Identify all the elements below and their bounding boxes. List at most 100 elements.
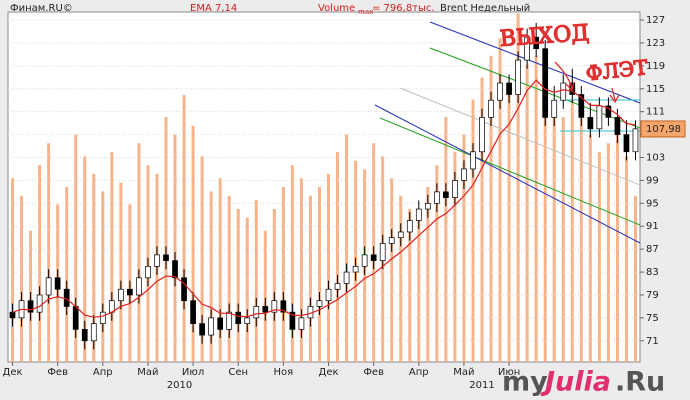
candle-body [36, 294, 43, 313]
volume-bar [281, 187, 285, 362]
y-tick-label: 83 [646, 267, 659, 278]
volume-bar [173, 134, 177, 362]
x-tick-label: Апр [93, 367, 113, 378]
candle-body [127, 288, 133, 296]
volume-bar [588, 134, 592, 362]
watermark: my Julia .Ru [502, 367, 665, 398]
candle-body [515, 59, 521, 95]
candle-body [632, 128, 639, 153]
volume-bar [480, 77, 484, 362]
year-label: 2011 [469, 380, 494, 391]
volume-bar [408, 208, 412, 362]
candle-body [262, 306, 269, 313]
candle-body [343, 271, 350, 284]
volume-bar [200, 156, 204, 362]
volume-bar [597, 152, 601, 362]
candle-body [244, 317, 251, 324]
candle-body [54, 277, 61, 290]
x-tick-label: Май [137, 367, 158, 378]
candle-body [406, 220, 413, 233]
volume-bar [444, 117, 448, 362]
y-tick-label: 115 [646, 84, 665, 95]
annotations: ВЫХОД ФЛЭТ [498, 20, 650, 104]
chart-title: Brent Недельный [440, 3, 530, 14]
candle-body [551, 99, 558, 118]
volume-bar [47, 143, 51, 362]
arrow-flat [609, 87, 620, 104]
candle-body [506, 82, 512, 95]
volume-bar [101, 191, 105, 362]
candle-body [181, 277, 187, 302]
y-tick-label: 119 [646, 61, 665, 72]
volume-bar [327, 173, 331, 362]
candle-body [614, 117, 621, 135]
candle-body [352, 265, 359, 273]
volume-bar [92, 173, 96, 362]
volume-bar [164, 117, 168, 362]
channel-bottom [374, 104, 641, 244]
volume-bar [462, 134, 466, 362]
candle-body [379, 243, 386, 261]
candle-body [72, 306, 79, 330]
volume-bar [525, 64, 529, 362]
volume-bar [218, 178, 222, 362]
candle-body [217, 317, 224, 330]
volume-bar [110, 152, 114, 362]
volume-bar [209, 191, 213, 362]
volume-bar [290, 165, 294, 362]
candle-body [596, 105, 603, 130]
watermark-my: my [502, 367, 548, 398]
x-tick-label: Май [453, 367, 474, 378]
candle-body [27, 300, 34, 313]
candle-body [45, 277, 52, 296]
channel-lines [374, 21, 641, 244]
volume-bar [20, 195, 24, 362]
x-tick-label: Апр [409, 367, 429, 378]
volume-bar [65, 187, 69, 362]
y-tick-label: 71 [646, 336, 659, 347]
grid-layer [8, 19, 640, 342]
volume-bar [624, 156, 628, 362]
candle-body [470, 151, 476, 170]
y-tick-label: 95 [646, 198, 659, 209]
candle-body [415, 208, 422, 221]
candle-body [154, 254, 160, 267]
candle-body [434, 191, 440, 204]
candle-body [90, 323, 97, 342]
volume-bar [606, 143, 610, 362]
x-tick-label: Сен [228, 367, 248, 378]
volume-bar [83, 156, 87, 362]
volume-bar [245, 217, 249, 362]
y-tick-label: 111 [646, 107, 665, 118]
candle-body [497, 82, 503, 101]
volume-bar [345, 134, 349, 362]
candle-body [325, 288, 332, 302]
volume-bar [272, 208, 276, 362]
volume-bar [191, 125, 195, 362]
volume-bar [561, 117, 565, 362]
volume-bar [426, 187, 430, 362]
candle-body [9, 311, 16, 319]
volume-bar [317, 187, 321, 362]
volume-bar [336, 152, 340, 362]
volume-bar [182, 95, 186, 362]
volume-bar [453, 152, 457, 362]
channel-upper-mid [429, 47, 641, 129]
volume-bar [471, 99, 475, 362]
candle-body [190, 300, 196, 324]
volume-bar [74, 134, 78, 362]
candle-body [560, 82, 567, 101]
candle-body [145, 265, 151, 279]
candle-body [361, 254, 368, 267]
candle-body [289, 311, 296, 330]
candle-layer [9, 22, 639, 350]
volume-bar [119, 182, 123, 362]
volume-bar [498, 38, 502, 362]
volume-bar [11, 178, 15, 362]
candle-body [316, 300, 323, 307]
candle-body [235, 311, 242, 324]
volume-bar [399, 195, 403, 362]
y-tick-label: 103 [646, 152, 665, 163]
volume-bar [579, 95, 583, 362]
